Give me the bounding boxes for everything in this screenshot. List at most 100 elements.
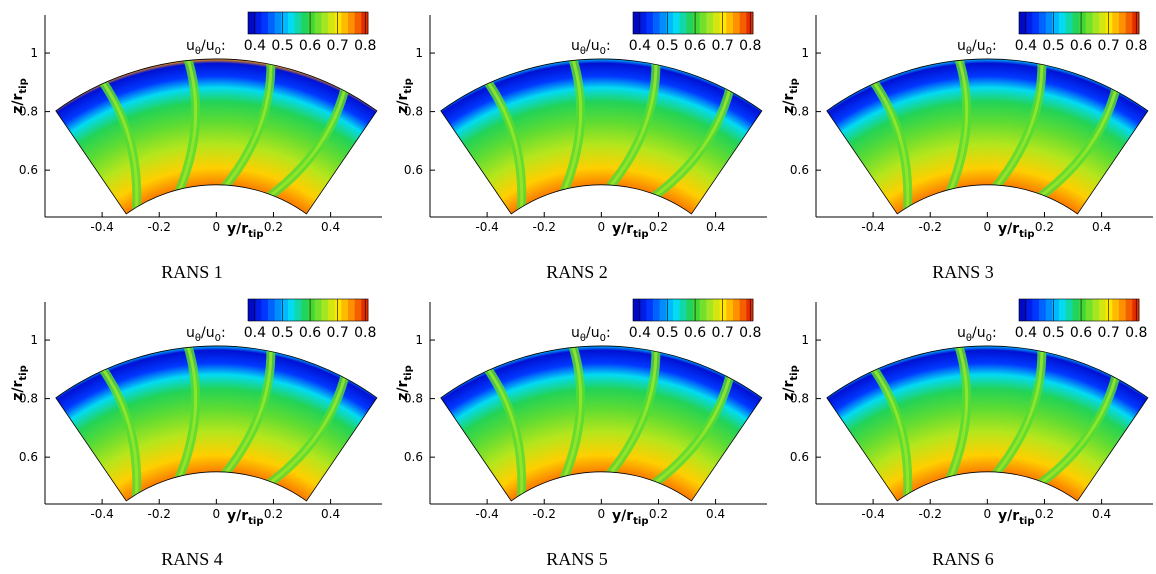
caption: RANS 5 <box>546 549 608 569</box>
colorbar-tick-label: 0.7 <box>327 325 349 341</box>
x-axis-label-part: tip <box>248 229 263 240</box>
colorbar-tick-label: 0.6 <box>299 38 321 54</box>
x-axis-label-part: y/r <box>227 221 248 237</box>
x-axis-label-part: tip <box>633 516 648 527</box>
colorbar-swatch <box>713 12 721 34</box>
colorbar-tick-label: 0.8 <box>1125 38 1147 54</box>
colorbar-frame <box>1018 11 1140 35</box>
x-axis-label: y/rtip <box>998 221 1035 240</box>
colorbar-swatch <box>726 299 734 321</box>
y-tick-label: 0.8 <box>790 392 809 406</box>
colorbar-swatch <box>341 12 349 34</box>
wake-core <box>560 58 583 197</box>
colorbar-swatch <box>679 299 687 321</box>
colorbar-swatch <box>673 12 681 34</box>
colorbar-tick-label: 0.4 <box>244 325 266 341</box>
x-tick-label: -0.2 <box>533 507 556 521</box>
colorbar-label: uθ/u0: <box>571 38 611 57</box>
y-tick-label: 1 <box>30 46 38 60</box>
colorbar-swatch <box>1025 299 1033 321</box>
y-axis-label-part: tip <box>789 365 800 380</box>
colorbar-swatch <box>294 12 302 34</box>
wake-core <box>605 58 658 192</box>
contour-field <box>55 345 377 501</box>
colorbar-tick-label: 0.4 <box>629 38 651 54</box>
wake-core <box>1035 371 1119 488</box>
colorbar-label-part: 0 <box>986 333 992 344</box>
x-tick-label: 0.2 <box>264 220 283 234</box>
colorbar-swatch <box>739 12 747 34</box>
colorbar-tick-label: 0.7 <box>1098 38 1120 54</box>
y-tick-label: 0.8 <box>404 105 423 119</box>
colorbar-swatch <box>1045 12 1053 34</box>
colorbar-swatch <box>314 299 322 321</box>
wake-core <box>175 345 198 484</box>
colorbar-label-part: /u <box>972 38 986 54</box>
colorbar-swatch <box>1079 299 1087 321</box>
colorbar-swatch <box>1132 12 1140 34</box>
x-axis-label-part: y/r <box>612 508 633 524</box>
colorbar-swatch <box>321 299 329 321</box>
colorbar-swatch <box>1105 12 1113 34</box>
colorbar-label-part: θ <box>195 46 201 57</box>
x-tick-label: 0.4 <box>706 220 725 234</box>
colorbar-swatch <box>719 12 727 34</box>
wake-core <box>98 77 139 214</box>
colorbar-swatch <box>1125 12 1133 34</box>
x-tick-label: 0 <box>598 507 606 521</box>
x-tick-label: -0.4 <box>90 220 113 234</box>
colorbar-frame <box>1018 298 1140 322</box>
fan-outline <box>826 345 1149 502</box>
colorbar-tick-label: 0.4 <box>629 325 651 341</box>
colorbar-swatch <box>633 12 641 34</box>
x-tick-label: 0 <box>984 507 992 521</box>
colorbar-tick-label: 0.8 <box>1125 325 1147 341</box>
x-tick-label: -0.4 <box>475 507 498 521</box>
colorbar-swatch <box>348 12 356 34</box>
colorbar-swatch <box>1039 299 1047 321</box>
colorbar-swatch <box>1019 12 1027 34</box>
colorbar-label-part: θ <box>966 333 972 344</box>
colorbar-tick-label: 0.5 <box>271 38 293 54</box>
colorbar-swatch <box>314 12 322 34</box>
colorbar-label-part: 0 <box>986 46 992 57</box>
colorbar-swatch <box>673 299 681 321</box>
colorbar-swatch <box>261 299 269 321</box>
x-axis-label-part: tip <box>1019 516 1034 527</box>
colorbar-swatch <box>1065 12 1073 34</box>
caption: RANS 3 <box>932 262 994 282</box>
x-axis-label: y/rtip <box>612 221 649 240</box>
colorbar-swatch <box>1132 299 1140 321</box>
colorbar-label-part: : <box>992 325 997 341</box>
y-axis-label: z/rtip <box>395 78 414 114</box>
colorbar-tick-label: 0.4 <box>1015 325 1037 341</box>
y-tick-label: 0.6 <box>404 450 423 464</box>
colorbar-label-part: /u <box>201 38 215 54</box>
colorbar-swatch <box>348 299 356 321</box>
fan-outline <box>55 58 378 215</box>
colorbar-tick-label: 0.7 <box>327 38 349 54</box>
y-tick-label: 1 <box>801 333 809 347</box>
y-axis-label-part: tip <box>403 365 414 380</box>
colorbar-swatch <box>1092 12 1100 34</box>
colorbar-swatch <box>328 299 336 321</box>
contour-field <box>440 345 762 501</box>
wake-core <box>869 77 910 214</box>
y-axis-label-part: z/r <box>781 94 797 114</box>
colorbar-label-part: 0 <box>600 333 606 344</box>
contour-field <box>826 58 1148 214</box>
colorbar-swatch <box>653 12 661 34</box>
colorbar-tick-label: 0.8 <box>739 38 761 54</box>
x-axis-label-part: tip <box>248 516 263 527</box>
y-axis-label-part: tip <box>18 78 29 93</box>
contour-field <box>440 58 762 214</box>
caption: RANS 6 <box>932 549 994 569</box>
colorbar-label-part: /u <box>586 38 600 54</box>
wake-core <box>220 345 273 479</box>
colorbar-frame <box>247 11 369 35</box>
colorbar-label-part: θ <box>966 46 972 57</box>
wake-core <box>483 77 524 214</box>
